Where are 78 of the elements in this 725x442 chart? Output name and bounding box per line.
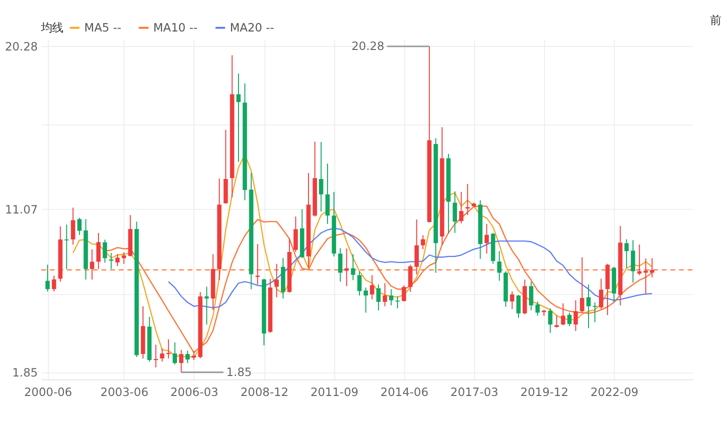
candlestick (45, 264, 50, 292)
candlestick (122, 252, 126, 264)
x-tick-label: 2003-06 (100, 385, 148, 400)
legend-label: MA20 -- (230, 20, 274, 35)
line-series (168, 228, 653, 308)
candlestick (586, 284, 591, 329)
candlestick (338, 248, 342, 282)
candlestick (318, 142, 324, 212)
candlestick (420, 234, 426, 250)
candlestick (204, 286, 209, 325)
candlestick (64, 224, 69, 270)
candlestick (294, 216, 298, 252)
legend-label: MA5 -- (84, 20, 122, 35)
candlestick (560, 302, 566, 326)
x-tick-label: 2006-03 (170, 385, 218, 400)
annotation: 20.28 (351, 39, 384, 54)
candlestick (567, 312, 572, 327)
candlestick (154, 344, 158, 368)
candlestick (70, 207, 76, 246)
candlestick (185, 350, 190, 364)
candlestick (510, 290, 514, 310)
candlestick (179, 349, 184, 373)
x-tick-label: 2019-12 (520, 385, 568, 400)
candlestick (459, 191, 464, 224)
x-tick-label: 2008-12 (240, 385, 288, 400)
x-tick-label: 2017-03 (450, 385, 498, 400)
candlestick (529, 281, 534, 311)
candlestick (96, 232, 101, 270)
candlestick (160, 348, 164, 362)
candlestick (554, 314, 559, 328)
candlestick (484, 223, 489, 254)
candlestick (637, 244, 642, 276)
y-tick-label: 1.85 (12, 366, 38, 380)
annotation: 1.85 (226, 365, 252, 380)
candlestick (325, 163, 330, 224)
candlestick (414, 218, 419, 275)
x-tick-label: 2022-09 (590, 385, 638, 400)
candlestick (535, 301, 540, 316)
candlestick (592, 302, 598, 323)
candlestick (548, 308, 552, 334)
candlestick (102, 239, 108, 264)
x-tick-label: 2000-06 (24, 385, 72, 400)
legend-label: MA10 -- (153, 20, 198, 35)
candlestick (90, 248, 94, 280)
candlestick (402, 284, 406, 302)
candlestick (644, 258, 648, 294)
y-tick-label: 20.28 (4, 40, 38, 54)
candlestick (395, 296, 400, 309)
candlestick (236, 73, 241, 162)
candlestick (574, 300, 578, 332)
candlestick (598, 278, 604, 310)
candlestick (77, 217, 82, 236)
candlestick (452, 190, 458, 234)
candlestick (350, 254, 356, 281)
candlestick (580, 256, 584, 314)
candlestick (357, 270, 362, 296)
candlestick (389, 288, 394, 306)
legend-title: 均线 (40, 20, 64, 35)
candlestick (364, 287, 368, 314)
line-series (104, 206, 653, 354)
candlestick (630, 240, 636, 284)
candlestick (172, 342, 178, 365)
text: 前 (710, 12, 722, 27)
candlestick (465, 183, 470, 216)
candlestick (382, 282, 388, 307)
candlestick (408, 264, 412, 292)
candlestick (370, 274, 374, 300)
y-tick-label: 11.07 (4, 202, 38, 217)
candlestick (115, 254, 120, 266)
candlestick (516, 294, 521, 318)
x-tick-label: 2014-06 (380, 385, 428, 400)
candlestick (52, 275, 56, 292)
candlestick (497, 250, 502, 282)
candlestick (624, 238, 629, 268)
x-tick-label: 2011-09 (310, 385, 358, 400)
candlestick (376, 284, 381, 311)
candlestick (274, 263, 279, 298)
candlestick (255, 244, 260, 286)
